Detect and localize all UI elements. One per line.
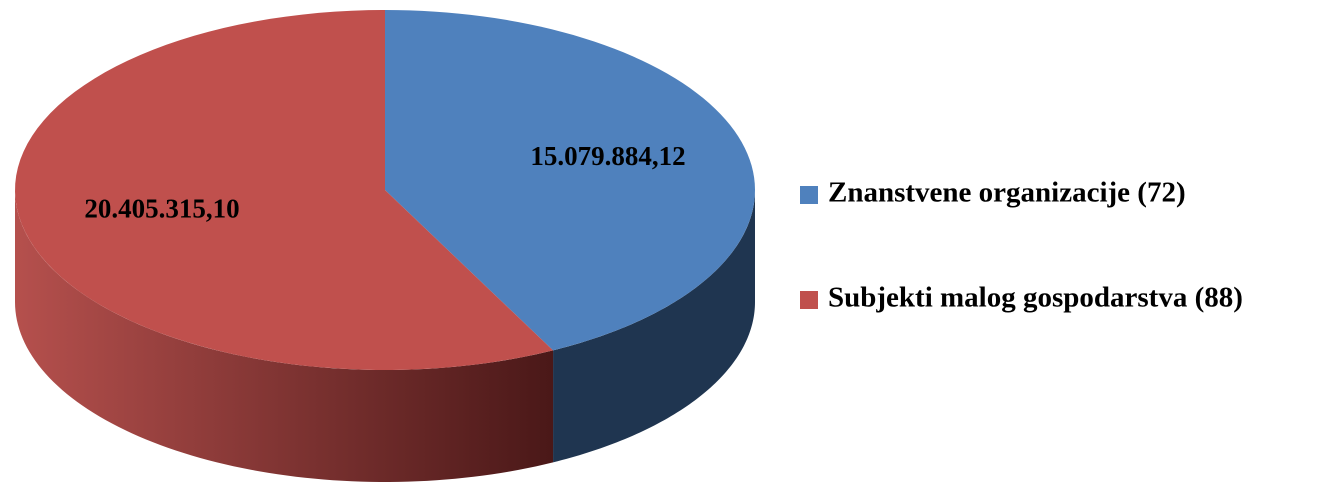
legend-label: Subjekti malog gospodarstva (88)	[828, 282, 1243, 314]
value-label: 20.405.315,10	[84, 193, 239, 223]
slice-side	[15, 190, 554, 482]
legend-swatch	[800, 291, 818, 309]
slice-side	[553, 190, 755, 463]
slice	[385, 10, 755, 351]
slice	[15, 10, 554, 370]
value-label: 15.079.884,12	[530, 141, 685, 171]
legend-swatch	[800, 186, 818, 204]
legend-label: Znanstvene organizacije (72)	[828, 177, 1186, 209]
